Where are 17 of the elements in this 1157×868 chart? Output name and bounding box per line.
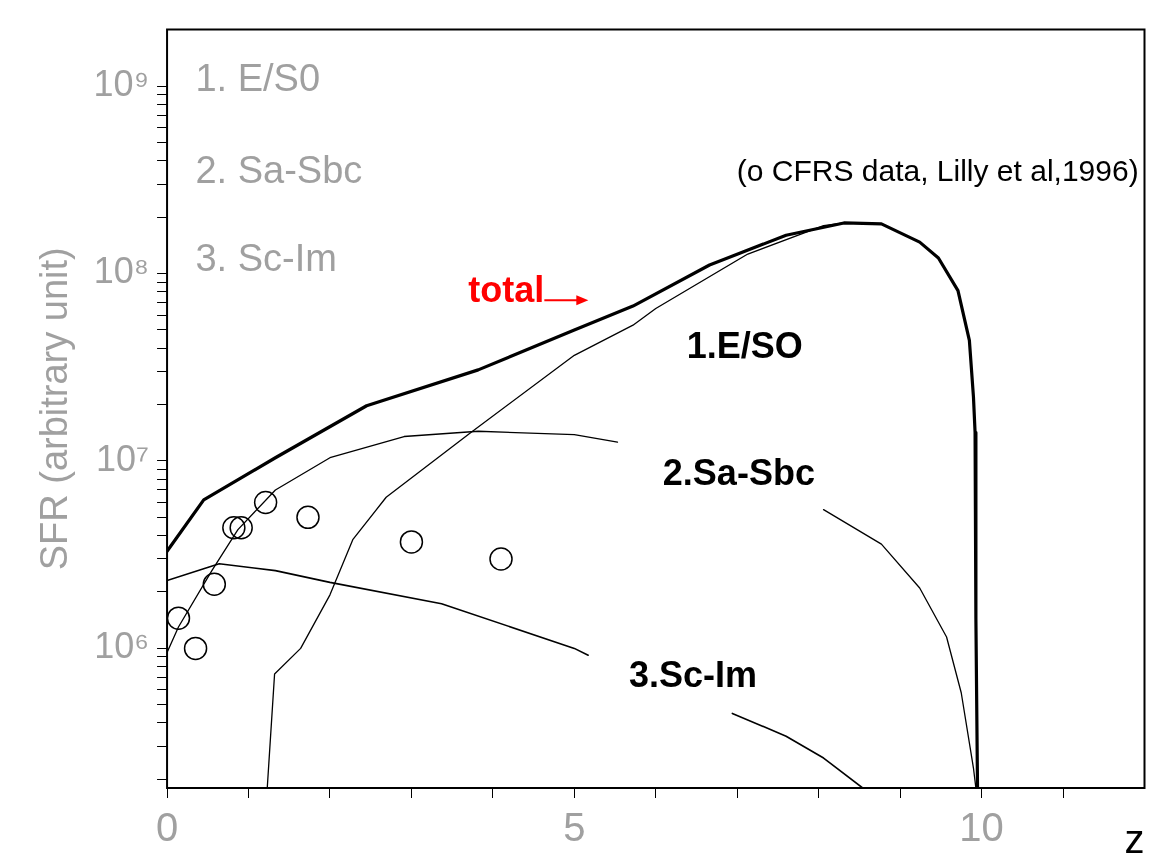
annotation: 3. Sc-Im [195, 236, 337, 279]
y-tick-label: 10⁶ [94, 625, 150, 667]
y-tick-label: 10⁹ [93, 62, 150, 104]
x-tick-label: 10 [959, 805, 1004, 850]
annotation: (o CFRS data, Lilly et al,1996) [736, 154, 1139, 188]
x-axis-title: z [1124, 817, 1145, 862]
annotation: 2. Sa-Sbc [195, 149, 363, 192]
series-label: 2.Sa-Sbc [662, 451, 815, 493]
series-label: 3.Sc-Im [628, 654, 757, 696]
y-tick-label: 10⁸ [93, 250, 150, 292]
y-axis-title: SFR (arbitrary unit) [33, 247, 76, 571]
annotation: 1. E/S0 [195, 56, 321, 99]
x-tick-label: 5 [563, 805, 586, 850]
series-label: 1.E/SO [686, 325, 803, 367]
y-tick-label: 10⁷ [95, 437, 150, 479]
x-tick-label: 0 [155, 805, 179, 850]
series-label: total [468, 269, 545, 311]
